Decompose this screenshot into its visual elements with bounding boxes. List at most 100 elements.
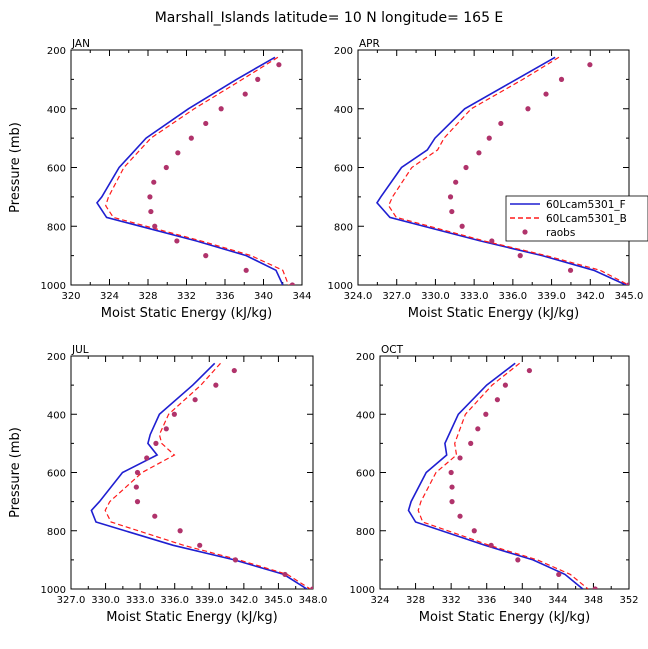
legend-label: raobs [546, 227, 575, 239]
raobs-point [449, 499, 455, 505]
raobs-point [476, 150, 482, 156]
series-group [375, 56, 629, 285]
x-axis-label: Moist Static Energy (kJ/kg) [106, 610, 277, 625]
y-axis-label: Pressure (mb) [8, 427, 23, 518]
legend-marker [522, 229, 528, 235]
y-tick-label: 400 [356, 410, 375, 421]
x-axis-label: Moist Static Energy (kJ/kg) [419, 610, 590, 625]
x-tick-label: 340 [513, 595, 532, 606]
raobs-point [203, 253, 209, 259]
x-tick-label: 333.0 [126, 595, 155, 606]
legend-label: 60Lcam5301_B [546, 213, 627, 225]
series-line-b [417, 362, 589, 589]
raobs-point [543, 91, 549, 97]
series-line-f [90, 362, 308, 589]
raobs-point [282, 571, 288, 578]
raobs-point [463, 164, 469, 171]
y-tick-label: 600 [47, 469, 66, 480]
y-tick-label: 600 [356, 469, 375, 480]
x-tick-label: 324 [370, 595, 389, 606]
x-axis-label: Moist Static Energy (kJ/kg) [101, 306, 272, 321]
x-tick-label: 339.0 [537, 291, 566, 302]
raobs-point [144, 455, 150, 461]
x-tick-label: 330.0 [91, 595, 120, 606]
x-tick-label: 332 [177, 291, 196, 302]
raobs-point [153, 440, 159, 446]
raobs-point [289, 282, 295, 285]
series-line-b [105, 56, 290, 285]
raobs-point [152, 223, 158, 229]
raobs-point [486, 135, 492, 141]
x-tick-label: 320 [61, 291, 80, 302]
x-tick-label: 336.0 [499, 291, 528, 302]
raobs-point [243, 267, 249, 273]
raobs-point [592, 586, 598, 589]
raobs-point [148, 208, 154, 215]
y-tick-label: 200 [47, 46, 66, 57]
x-tick-label: 327.0 [57, 595, 86, 606]
raobs-point [449, 208, 455, 215]
raobs-point [151, 179, 157, 185]
x-tick-label: 339.0 [195, 595, 224, 606]
series-group [407, 362, 598, 589]
raobs-point [163, 426, 169, 432]
series-line-f [375, 56, 627, 285]
x-tick-label: 336 [477, 595, 496, 606]
raobs-point [459, 223, 465, 229]
legend-label: 60Lcam5301_F [546, 199, 626, 211]
raobs-point [175, 150, 181, 156]
raobs-point [133, 484, 139, 490]
y-tick-label: 400 [47, 410, 66, 421]
raobs-point [310, 586, 313, 589]
x-tick-label: 336 [215, 291, 234, 302]
raobs-point [475, 426, 481, 432]
x-tick-label: 352 [619, 595, 638, 606]
raobs-point [188, 135, 194, 141]
x-tick-label: 344 [292, 291, 311, 302]
raobs-point [489, 238, 495, 244]
panel-apr: APR 324.0 327.0 330.0 333.0 336.0 339.0 342.0 34… [328, 38, 648, 321]
raobs-point [517, 253, 523, 259]
x-tick-label: 342.0 [576, 291, 605, 302]
raobs-point [626, 282, 629, 285]
x-tick-label: 344 [548, 595, 567, 606]
raobs-point [134, 499, 141, 505]
raobs-point [471, 528, 477, 534]
x-tick-label: 340 [254, 291, 273, 302]
panel-label: JAN [71, 38, 90, 50]
figure-title: Marshall_Islands latitude= 10 N longitud… [155, 10, 504, 26]
series-line-b [387, 56, 629, 285]
y-tick-label: 800 [47, 222, 66, 233]
raobs-point [232, 557, 239, 563]
raobs-point [448, 469, 454, 476]
y-tick-label: 600 [47, 164, 66, 175]
raobs-point [488, 542, 494, 548]
x-tick-label: 332 [442, 595, 461, 606]
plot-frame [379, 355, 630, 590]
raobs-point [449, 484, 455, 490]
raobs-point [152, 513, 158, 519]
series-group [90, 362, 313, 589]
y-tick-label: 200 [334, 46, 353, 57]
x-tick-label: 330.0 [421, 291, 450, 302]
raobs-point [134, 469, 141, 476]
x-tick-label: 324 [100, 291, 119, 302]
raobs-point [498, 120, 504, 127]
x-tick-label: 328 [138, 291, 157, 302]
series-group [96, 56, 295, 285]
y-tick-label: 800 [334, 222, 353, 233]
plot-frame [70, 49, 303, 286]
y-tick-label: 1000 [328, 281, 353, 292]
y-tick-label: 1000 [41, 585, 66, 596]
y-tick-label: 200 [47, 352, 66, 363]
y-tick-label: 1000 [41, 281, 66, 292]
raobs-point [171, 411, 177, 417]
x-tick-label: 328 [406, 595, 425, 606]
x-tick-label: 333.0 [460, 291, 489, 302]
x-tick-label: 345.0 [615, 291, 644, 302]
raobs-point [558, 76, 565, 82]
plot-frame [357, 49, 630, 286]
raobs-point [197, 542, 203, 548]
raobs-point [447, 194, 454, 200]
